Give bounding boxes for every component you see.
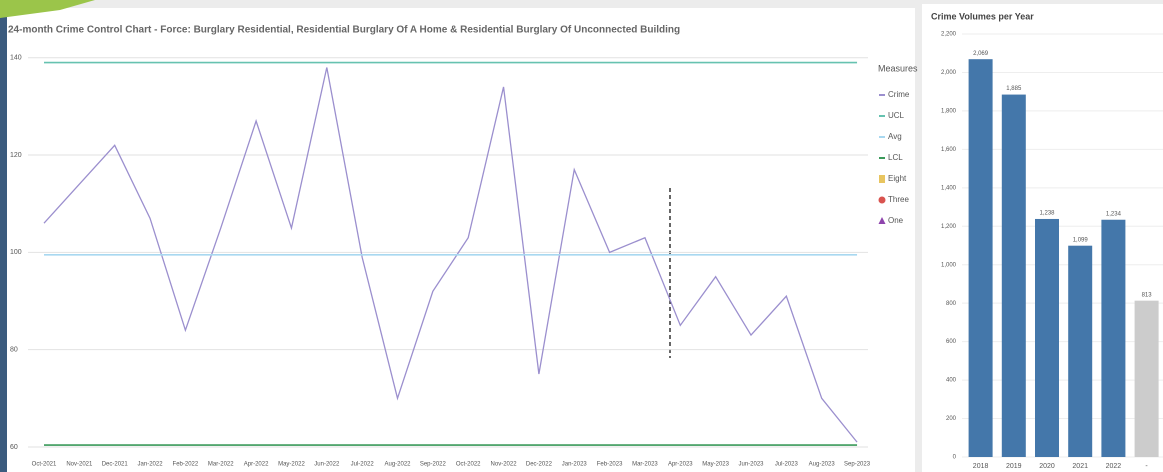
bar [1101, 219, 1126, 457]
x-tick-label: Oct-2021 [32, 462, 57, 468]
x-tick-label: Mar-2022 [208, 462, 234, 468]
y-tick-label: 600 [946, 339, 957, 345]
y-tick-label: 80 [10, 347, 18, 354]
x-tick-label: Apr-2022 [244, 462, 269, 468]
x-tick-label: Sep-2022 [420, 462, 447, 468]
x-tick-label: 2021 [1072, 463, 1088, 470]
x-tick-label: Jan-2022 [138, 462, 164, 468]
bar [1001, 94, 1026, 457]
x-tick-label: Oct-2022 [456, 462, 481, 468]
legend-label: LCL [888, 153, 903, 162]
value-label: 1,238 [1039, 211, 1055, 217]
value-label: 1,099 [1073, 237, 1089, 243]
legend-title: Measures [878, 63, 918, 73]
y-tick-label: 1,600 [941, 147, 957, 153]
legend-label: Three [888, 195, 909, 204]
y-tick-label: 60 [10, 444, 18, 451]
x-tick-label: 2019 [1006, 463, 1022, 470]
legend-marker [878, 196, 886, 204]
y-tick-label: 400 [946, 378, 957, 384]
legend-label: Eight [888, 174, 907, 183]
chart-title: 24-month Crime Control Chart - Force: Bu… [8, 25, 680, 36]
x-tick-label: 2020 [1039, 463, 1055, 470]
side-stripe [0, 0, 7, 472]
x-tick-label: Jun-2022 [314, 462, 340, 468]
bar [1035, 218, 1059, 457]
value-label: 1,885 [1006, 86, 1022, 92]
legend-label: UCL [888, 111, 905, 120]
x-tick-label: May-2023 [702, 462, 729, 468]
x-tick-label: Nov-2022 [491, 462, 518, 468]
x-tick-label: 2022 [1106, 463, 1122, 470]
chart-title: Crime Volumes per Year [931, 11, 1034, 21]
bar [968, 59, 993, 457]
legend-label: Crime [888, 90, 910, 99]
y-tick-label: 1,200 [941, 224, 957, 230]
y-tick-label: 1,400 [941, 185, 957, 191]
x-tick-label: - [1145, 463, 1148, 470]
x-tick-label: 2018 [973, 463, 989, 470]
bar [1134, 300, 1159, 457]
x-tick-label: Aug-2022 [384, 462, 411, 468]
legend-label: One [888, 216, 904, 225]
y-tick-label: 200 [946, 416, 957, 422]
corner-decoration [0, 0, 95, 18]
x-tick-label: Jul-2022 [351, 462, 375, 468]
left-panel [0, 8, 915, 472]
legend-marker [879, 175, 885, 183]
value-label: 813 [1142, 292, 1153, 298]
y-tick-label: 0 [953, 455, 957, 461]
x-tick-label: Dec-2021 [102, 462, 129, 468]
y-tick-label: 120 [10, 152, 22, 159]
y-tick-label: 100 [10, 249, 22, 256]
y-tick-label: 2,000 [941, 70, 957, 76]
legend-marker [878, 217, 886, 224]
x-tick-label: Sep-2023 [844, 462, 871, 468]
bar [1068, 245, 1093, 457]
legend-label: Avg [888, 132, 902, 141]
x-tick-label: Jan-2023 [562, 462, 588, 468]
x-tick-label: Apr-2023 [668, 462, 693, 468]
series-line [43, 67, 858, 443]
x-tick-label: Feb-2022 [173, 462, 199, 468]
x-tick-label: Jul-2023 [775, 462, 799, 468]
y-tick-label: 1,000 [941, 262, 957, 268]
x-tick-label: Jun-2023 [738, 462, 764, 468]
x-tick-label: Dec-2022 [526, 462, 553, 468]
y-tick-label: 800 [946, 301, 957, 307]
x-tick-label: Mar-2023 [632, 462, 658, 468]
value-label: 1,234 [1106, 211, 1122, 217]
y-tick-label: 140 [10, 55, 22, 62]
x-tick-label: Aug-2023 [809, 462, 836, 468]
y-tick-label: 2,200 [941, 32, 957, 38]
x-tick-label: May-2022 [278, 462, 305, 468]
value-label: 2,069 [973, 51, 989, 57]
x-tick-label: Nov-2021 [66, 462, 93, 468]
y-tick-label: 1,800 [941, 108, 957, 114]
x-tick-label: Feb-2023 [597, 462, 623, 468]
